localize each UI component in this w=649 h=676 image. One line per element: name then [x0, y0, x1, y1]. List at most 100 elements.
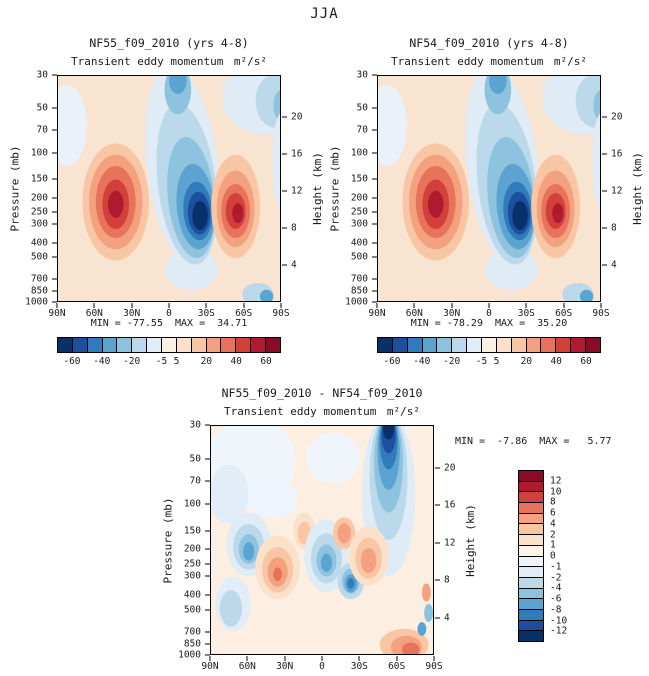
colorbar-cell [495, 338, 511, 352]
pressure-tick-label: 400 [30, 237, 48, 249]
diff-colorbar-labels: 12 10 8 6 4 2 1 0 -1 -2 -4 -6 -8 -10 -12 [550, 470, 580, 642]
pressure-tick-label: 50 [356, 102, 368, 114]
colorbar-cell [466, 338, 482, 352]
colorbar-label: -40 [413, 356, 431, 367]
colorbar [57, 337, 281, 353]
latitude-tick-label: 60N [85, 308, 103, 319]
colorbar-label: -60 [383, 356, 401, 367]
panel-title: NF54_f09_2010 (yrs 4-8) [409, 36, 569, 50]
colorbar-cell [86, 338, 102, 352]
pressure-tick-label: 700 [350, 273, 368, 285]
colorbar-cell [519, 480, 543, 492]
colorbar-cell [519, 576, 543, 588]
units-label: m²/s² [386, 405, 420, 418]
latitude-tick-label: 60S [555, 308, 573, 319]
colorbar-cell [391, 338, 407, 352]
colorbar-cell [519, 523, 543, 535]
tick-mark [205, 631, 210, 633]
tick-mark [205, 458, 210, 459]
latitude-tick-label: 60N [238, 661, 256, 672]
colorbar-cell [540, 338, 556, 352]
min-max-label: MIN = -77.55 MAX = 34.71 [90, 318, 248, 329]
tick-mark [372, 129, 377, 131]
pressure-tick-label: 400 [350, 237, 368, 249]
colorbar-label: -60 [63, 356, 81, 367]
latitude-tick-label: 30N [123, 308, 141, 319]
contour-plot [57, 75, 281, 302]
height-axis-ticks: 20 16 12 8 4 [602, 75, 647, 302]
colorbar-label: 60 [260, 356, 272, 367]
colorbar-cell [205, 338, 221, 352]
colorbar-label: -5 [475, 356, 488, 367]
tick-mark [282, 190, 287, 192]
latitude-tick-label: 30S [517, 308, 535, 319]
tick-mark [321, 656, 323, 661]
colorbar-label: 5 [493, 356, 500, 367]
height-tick-label: 16 [611, 148, 623, 160]
tick-mark [435, 542, 440, 544]
colorbar-cell [519, 534, 543, 545]
colorbar-label: -5 [155, 356, 168, 367]
panel-subtitle: Transient eddy momentum [391, 55, 544, 68]
tick-mark [435, 579, 440, 581]
tick-mark [563, 303, 565, 308]
tick-mark [93, 303, 95, 308]
tick-mark [602, 153, 607, 155]
tick-mark [372, 197, 377, 199]
colorbar-cell [101, 338, 117, 352]
colorbar-labels: -60 -40 -20 -5 5 20 40 60 [57, 356, 281, 368]
latitude-axis-ticks: 90N 60N 30N 0 30S 60S 90S [201, 655, 443, 673]
pressure-tick-label: 150 [30, 173, 48, 185]
latitude-tick-label: 60N [405, 308, 423, 319]
pressure-tick-label: 100 [30, 147, 48, 159]
tick-mark [284, 656, 286, 661]
pressure-tick-label: 30 [36, 69, 48, 81]
latitude-tick-label: 90N [368, 308, 386, 319]
min-max-label: MIN = -78.29 MAX = 35.20 [410, 318, 568, 329]
tick-mark [372, 211, 377, 213]
tick-mark [205, 424, 210, 426]
height-tick-label: 20 [291, 111, 303, 123]
pressure-axis-ticks: 30 50 70 100 150 200 250 300 400 500 700 850 1000 [330, 70, 377, 308]
colorbar-labels: -60 -40 -20 -5 5 20 40 60 [377, 356, 601, 368]
panel-nf55: NF55_f09_2010 (yrs 4-8) Transient eddy m… [9, 35, 342, 387]
colorbar-label: -12 [550, 625, 568, 637]
colorbar-cell [175, 338, 191, 352]
diff-colorbar [518, 470, 544, 642]
colorbar-cell [585, 338, 600, 352]
tick-mark [205, 548, 210, 550]
colorbar-label: 10 [550, 486, 562, 497]
tick-mark [413, 303, 415, 308]
tick-mark [372, 74, 377, 76]
pressure-tick-label: 70 [356, 124, 368, 136]
tick-mark [52, 242, 57, 244]
pressure-tick-label: 850 [30, 285, 48, 297]
tick-mark [205, 594, 210, 596]
latitude-tick-label: 30S [197, 308, 215, 319]
pressure-axis-ticks: 30 50 70 100 150 200 250 300 400 500 700 850 1000 [163, 420, 210, 661]
panel-subtitle: Transient eddy momentum [224, 405, 377, 418]
latitude-tick-label: 30N [276, 661, 294, 672]
colorbar-label: -2 [550, 572, 562, 583]
colorbar-cell [116, 338, 132, 352]
pressure-tick-label: 200 [30, 192, 48, 204]
tick-mark [52, 152, 57, 154]
tick-mark [52, 107, 57, 109]
colorbar-cell [519, 555, 543, 567]
tick-mark [602, 116, 607, 118]
pressure-tick-label: 250 [183, 558, 201, 570]
colorbar-cell [436, 338, 452, 352]
height-tick-label: 12 [291, 185, 303, 197]
colorbar-cell [421, 338, 437, 352]
pressure-tick-label: 50 [189, 453, 201, 464]
tick-mark [282, 153, 287, 155]
tick-mark [372, 242, 377, 244]
tick-mark [52, 211, 57, 213]
pressure-tick-label: 50 [36, 102, 48, 114]
colorbar-label: 12 [550, 475, 562, 487]
colorbar-label: -6 [550, 593, 562, 605]
colorbar-label: -20 [443, 356, 461, 367]
colorbar [377, 337, 601, 353]
colorbar-label: 8 [550, 496, 556, 508]
tick-mark [56, 303, 58, 308]
